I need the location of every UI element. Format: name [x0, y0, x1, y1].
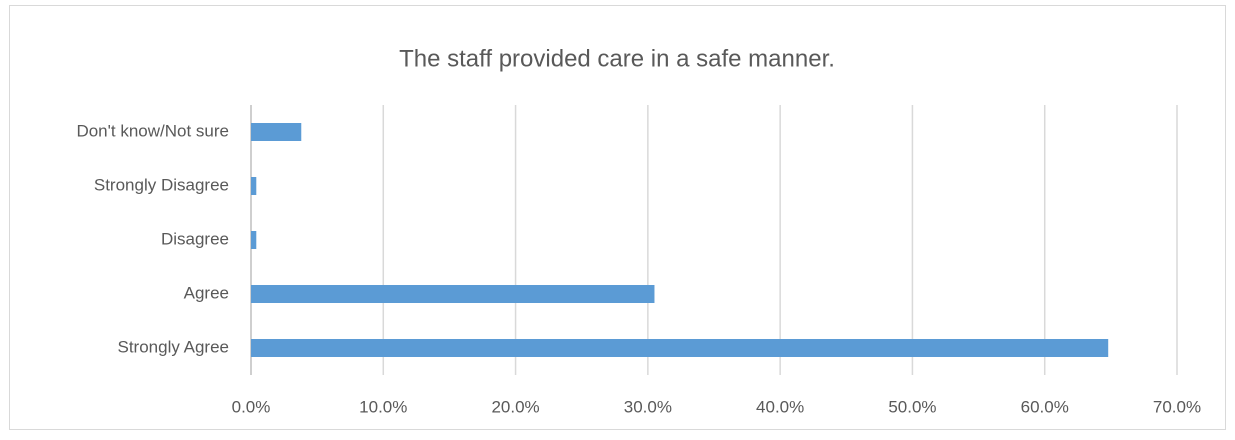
x-tick-label: 20.0% [491, 397, 539, 416]
x-tick-label: 70.0% [1153, 397, 1201, 416]
bar [251, 285, 655, 303]
x-tick-label: 10.0% [359, 397, 407, 416]
x-tick-label: 0.0% [232, 397, 271, 416]
bar [251, 339, 1109, 357]
bar [251, 123, 302, 141]
x-tick-label: 60.0% [1021, 397, 1069, 416]
x-tick-label: 30.0% [624, 397, 672, 416]
y-tick-label: Strongly Disagree [94, 175, 229, 194]
x-tick-label: 40.0% [756, 397, 804, 416]
y-tick-label: Strongly Agree [117, 337, 229, 356]
chart-title: The staff provided care in a safe manner… [399, 45, 835, 72]
y-tick-label: Agree [184, 283, 229, 302]
bar [251, 177, 257, 195]
y-tick-label: Don't know/Not sure [76, 121, 229, 140]
x-tick-label: 50.0% [888, 397, 936, 416]
chart-frame [9, 5, 1226, 430]
y-tick-label: Disagree [161, 229, 229, 248]
bar [251, 231, 257, 249]
